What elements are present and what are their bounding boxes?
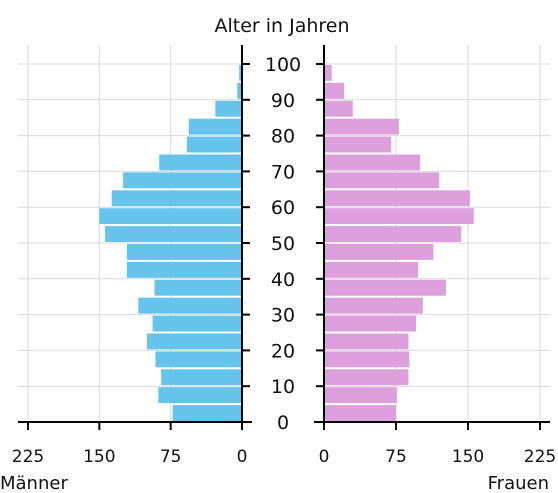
bar-frauen-5-9 [324, 387, 397, 404]
bar-maenner-60-64 [111, 190, 242, 207]
age-tick-label-20: 20 [271, 340, 295, 362]
x-tick-labels-left: 0 75 150 225 [12, 447, 248, 467]
bar-frauen-65-69 [324, 172, 440, 189]
bar-frauen-85-89 [324, 100, 353, 117]
legend-maenner: Männer [0, 473, 68, 493]
x-tick-label-right-225: 225 [524, 447, 556, 467]
bar-frauen-25-29 [324, 315, 417, 332]
age-tick-label-80: 80 [271, 126, 295, 148]
age-tick-label-90: 90 [271, 90, 295, 112]
bar-maenner-25-29 [152, 315, 242, 332]
bar-frauen-80-84 [324, 118, 399, 135]
legend-frauen: Frauen [488, 473, 549, 493]
bar-maenner-95-99 [239, 65, 242, 81]
bar-maenner-0-4 [172, 405, 242, 421]
bar-frauen-95-99 [324, 65, 332, 81]
bar-maenner-30-34 [138, 297, 242, 314]
bar-frauen-30-34 [324, 297, 423, 314]
x-tick-label-right-0: 0 [319, 447, 330, 467]
age-tick-label-100: 100 [265, 54, 301, 76]
bar-frauen-45-49 [324, 244, 434, 260]
bars-maenner [99, 65, 242, 421]
bar-frauen-60-64 [324, 190, 470, 207]
bar-frauen-90-94 [324, 82, 345, 99]
x-tick-label-left-150: 150 [83, 447, 115, 467]
grid [18, 45, 550, 423]
bar-maenner-15-19 [155, 351, 242, 368]
age-tick-labels: 0 10 20 30 40 50 60 70 80 90 100 [265, 54, 301, 434]
bar-maenner-85-89 [215, 100, 242, 117]
bar-frauen-55-59 [324, 208, 474, 225]
axes [18, 45, 550, 430]
age-tick-label-50: 50 [271, 233, 295, 255]
bar-frauen-75-79 [324, 136, 392, 153]
bar-frauen-0-4 [324, 405, 396, 421]
x-tick-label-right-75: 75 [385, 447, 407, 467]
bar-maenner-50-54 [105, 226, 242, 242]
age-tick-label-30: 30 [271, 305, 295, 327]
bars-frauen [324, 65, 474, 421]
x-tick-label-right-150: 150 [452, 447, 484, 467]
bar-maenner-75-79 [186, 136, 242, 153]
bar-maenner-10-14 [161, 369, 242, 386]
bar-maenner-90-94 [237, 82, 242, 99]
x-tick-label-left-0: 0 [237, 447, 248, 467]
bar-frauen-40-44 [324, 261, 419, 278]
bar-maenner-5-9 [158, 387, 242, 404]
x-tick-label-left-225: 225 [12, 447, 44, 467]
age-tick-label-70: 70 [271, 161, 295, 183]
x-tick-label-left-75: 75 [160, 447, 182, 467]
bar-maenner-20-24 [146, 333, 242, 350]
bar-maenner-45-49 [126, 244, 242, 260]
bar-frauen-15-19 [324, 351, 410, 368]
age-tick-label-0: 0 [277, 412, 289, 434]
bar-maenner-80-84 [188, 118, 242, 135]
bar-maenner-40-44 [126, 261, 242, 278]
bar-maenner-35-39 [154, 279, 242, 296]
age-tick-label-60: 60 [271, 197, 295, 219]
bar-frauen-70-74 [324, 154, 420, 171]
bar-maenner-65-69 [123, 172, 242, 189]
chart-title: Alter in Jahren [214, 15, 349, 37]
bar-frauen-10-14 [324, 369, 409, 386]
bar-frauen-20-24 [324, 333, 409, 350]
x-tick-labels-right: 0 75 150 225 [319, 447, 557, 467]
bar-frauen-50-54 [324, 226, 462, 242]
bar-maenner-70-74 [159, 154, 242, 171]
age-tick-label-40: 40 [271, 269, 295, 291]
bar-maenner-55-59 [99, 208, 242, 225]
bar-frauen-35-39 [324, 279, 446, 296]
age-tick-label-10: 10 [271, 376, 295, 398]
